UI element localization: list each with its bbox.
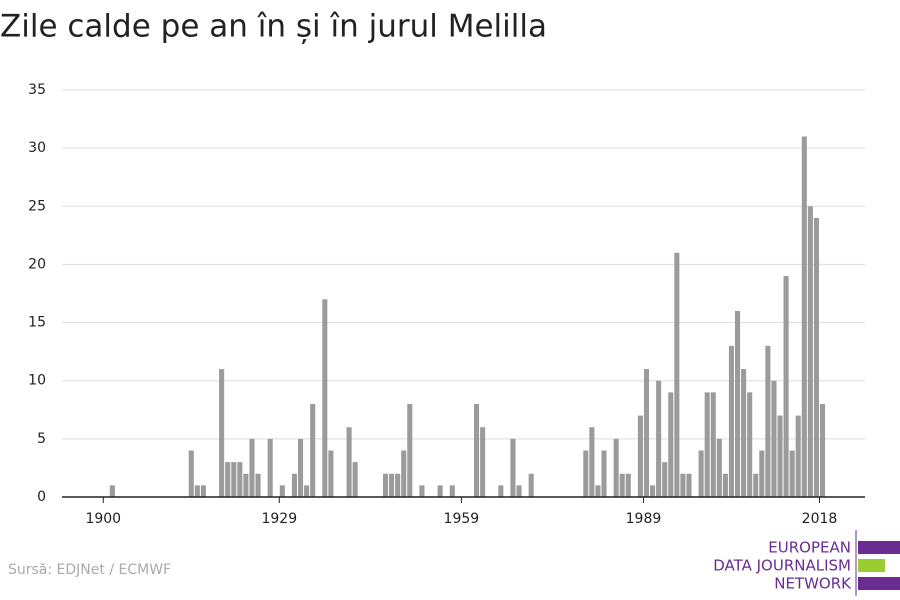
bar (741, 369, 747, 497)
bar (346, 427, 352, 497)
bar (328, 450, 334, 497)
x-tick-label: 1989 (626, 511, 662, 527)
y-tick-label: 30 (28, 140, 46, 156)
logo-bar (858, 577, 900, 590)
bar (747, 392, 753, 497)
bar (613, 438, 619, 497)
bar (771, 380, 777, 497)
x-tick-label: 1900 (85, 511, 121, 527)
bar (225, 462, 231, 497)
bar (516, 485, 522, 497)
bar (589, 427, 595, 497)
bar (759, 450, 765, 497)
logo-bar (858, 559, 885, 572)
bar (194, 485, 200, 497)
y-tick-label: 5 (37, 431, 46, 447)
x-tick-label: 1929 (261, 511, 297, 527)
y-tick-label: 10 (28, 373, 46, 389)
y-tick-label: 25 (28, 198, 46, 214)
bar (656, 380, 662, 497)
bar (765, 345, 771, 497)
bar (304, 485, 310, 497)
bar (237, 462, 243, 497)
bar (188, 450, 194, 497)
y-tick-label: 0 (37, 489, 46, 505)
bar (407, 403, 413, 497)
bar (474, 403, 480, 497)
bar (777, 415, 783, 497)
bar (716, 438, 722, 497)
chart-title: Zile calde pe an în și în jurul Melilla (0, 9, 547, 45)
logo-text: NETWORK (774, 575, 852, 593)
bar (662, 462, 668, 497)
bar (625, 473, 631, 497)
y-tick-label: 15 (28, 315, 46, 331)
x-tick-label: 1959 (444, 511, 480, 527)
bar (219, 369, 225, 497)
bar (680, 473, 686, 497)
y-tick-label: 35 (28, 82, 46, 98)
bar (728, 345, 735, 497)
bar (698, 450, 704, 497)
bar (480, 427, 486, 497)
bar (819, 403, 826, 497)
bar (813, 217, 819, 497)
bar (674, 252, 680, 497)
y-tick-label: 20 (28, 256, 46, 272)
logo-text: EUROPEAN (768, 539, 851, 557)
bar (668, 392, 674, 497)
bar (686, 473, 692, 497)
x-tick-label: 2018 (802, 511, 838, 527)
bar (637, 415, 643, 497)
bar (310, 403, 316, 497)
bar (279, 485, 285, 497)
bar (583, 450, 589, 497)
logo: EUROPEAN DATA JOURNALISM NETWORK (713, 530, 900, 596)
bar (297, 438, 304, 497)
bar (710, 392, 716, 497)
bar (255, 473, 261, 497)
logo-text: DATA JOURNALISM (713, 557, 851, 575)
bar (389, 473, 395, 497)
bar (795, 415, 801, 497)
bar (267, 438, 273, 497)
bar (735, 310, 741, 497)
bar (595, 485, 601, 497)
bar (200, 485, 206, 497)
bar (643, 369, 650, 497)
source: Sursă: EDJNet / ECMWF (8, 562, 171, 578)
bar (498, 485, 504, 497)
bar (419, 485, 425, 497)
bar (601, 450, 607, 497)
bar (322, 299, 328, 497)
bar (291, 473, 297, 497)
bar (510, 438, 516, 497)
bar (650, 485, 656, 497)
bar (109, 485, 115, 497)
bar (401, 450, 407, 497)
bar (722, 473, 728, 497)
bar (801, 136, 807, 497)
bar (528, 473, 534, 497)
bar (352, 462, 358, 497)
bar (753, 473, 759, 497)
bar (243, 473, 249, 497)
logo-bar (858, 541, 900, 554)
bar (789, 450, 795, 497)
bar (619, 473, 625, 497)
bar (449, 485, 455, 497)
bar (437, 485, 443, 497)
bar (704, 392, 710, 497)
bar (231, 462, 237, 497)
bar (807, 206, 813, 498)
bar (382, 473, 389, 497)
bar (783, 276, 789, 497)
bar (395, 473, 401, 497)
bar (249, 438, 255, 497)
